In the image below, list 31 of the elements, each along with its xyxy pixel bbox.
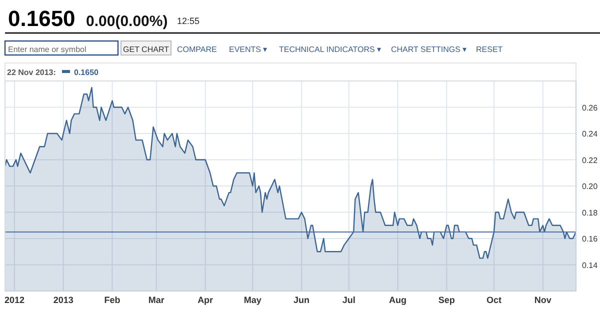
text: 0.1650 [8,6,76,31]
chart-title: 0.1650 [74,68,100,77]
text: CHART SETTINGS ▾ [391,45,467,54]
x-tick-label: Sep [438,295,456,305]
x-tick-label: Apr [198,295,214,305]
text: TECHNICAL INDICATORS ▾ [279,45,382,54]
x-tick-label: Aug [389,295,407,305]
text: Enter name or symbol [8,45,86,54]
y-tick-label: 0.18 [582,208,598,218]
x-tick-label: Mar [148,295,165,305]
x-tick-label: Oct [486,295,502,305]
x-tick-label: 2012 [4,295,24,305]
y-tick-label: 0.20 [582,182,598,191]
x-tick-label: Nov [534,295,552,305]
y-tick-label: 0.16 [582,234,598,244]
text: GET CHART [123,45,170,54]
x-tick-label: May [244,295,262,305]
text: EVENTS ▾ [229,45,268,54]
y-tick-label: 0.22 [582,156,598,165]
x-tick-label: Jul [342,295,356,305]
chart-subtitle: 0.00(0.00%) [86,13,168,30]
text: RESET [476,45,503,54]
text: 12:55 [177,16,200,26]
x-tick-label: Feb [104,295,121,305]
x-tick-label: 2013 [53,295,74,305]
y-tick-label: 0.26 [582,103,598,112]
text: 22 Nov 2013: [7,68,56,77]
y-tick-label: 0.24 [582,130,598,138]
y-tick-label: 0.14 [582,260,598,270]
text: COMPARE [177,45,217,54]
x-tick-label: Jun [294,295,310,305]
